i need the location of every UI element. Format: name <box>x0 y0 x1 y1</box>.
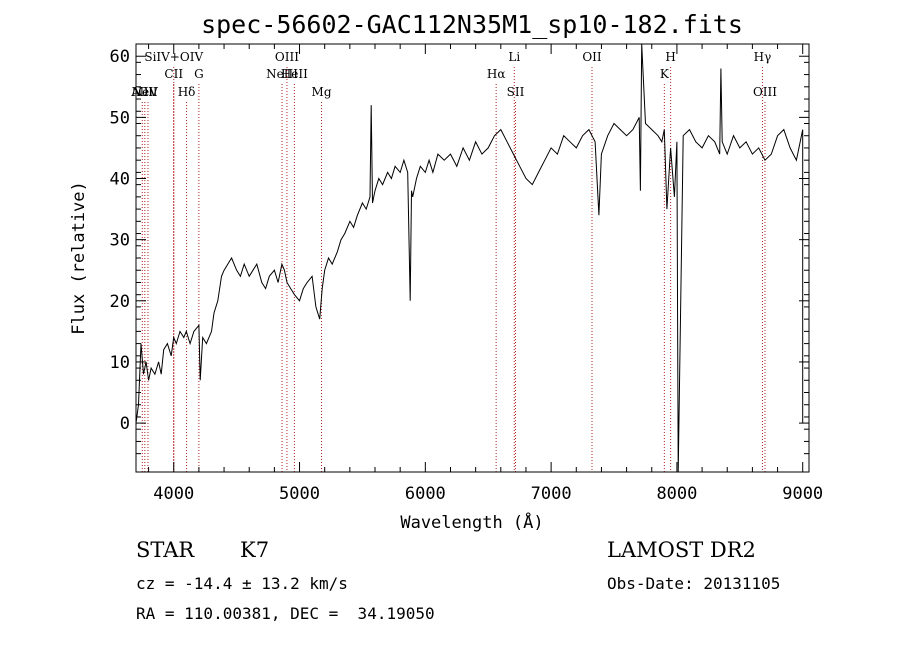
x-tick-label: 4000 <box>153 484 194 504</box>
line-label: SII <box>507 85 525 99</box>
line-label: CII <box>164 67 183 81</box>
x-tick-label: 7000 <box>531 484 572 504</box>
line-label: K <box>660 67 670 81</box>
line-label: Hα <box>487 67 506 81</box>
obs-date: Obs-Date: 20131105 <box>607 574 781 593</box>
y-tick-label: 0 <box>120 414 130 434</box>
chart-title: spec-56602-GAC112N35M1_sp10-182.fits <box>201 10 743 39</box>
line-label: G <box>194 67 204 81</box>
line-label: Hδ <box>178 85 196 99</box>
x-tick-label: 6000 <box>405 484 446 504</box>
line-label: SiIV+OIV <box>144 50 203 64</box>
redshift-value: cz = -14.4 ± 13.2 km/s <box>136 574 348 593</box>
x-tick-label: 5000 <box>279 484 320 504</box>
line-label: Mg <box>312 85 332 99</box>
spectrum-line <box>135 43 804 473</box>
object-subclass: K7 <box>240 538 270 562</box>
y-tick-label: 50 <box>110 108 130 128</box>
line-label: H <box>665 50 675 64</box>
y-axis-label: Flux (relative) <box>69 181 89 335</box>
y-tick-label: 30 <box>110 231 130 251</box>
line-label: OII <box>582 50 602 64</box>
spectrum-plot <box>135 43 804 473</box>
coordinates: RA = 110.00381, DEC = 34.19050 <box>136 604 435 623</box>
axis-ticks: 4000 5000 6000 7000 8000 9000 0 10 20 30 40 50 60 <box>110 44 823 504</box>
line-label: NeIII <box>266 67 298 81</box>
y-tick-label: 40 <box>110 170 130 190</box>
line-label: NeV <box>132 85 159 99</box>
line-label: OIII <box>753 85 777 99</box>
survey-name: LAMOST DR2 <box>607 538 756 562</box>
y-tick-label: 60 <box>110 47 130 67</box>
line-label: Hγ <box>754 50 772 64</box>
object-class: STAR <box>136 538 195 562</box>
x-axis-label: Wavelength (Å) <box>400 511 543 533</box>
x-tick-label: 9000 <box>782 484 823 504</box>
line-label: OII <box>138 85 158 99</box>
plot-frame <box>135 43 810 473</box>
y-tick-label: 20 <box>110 292 130 312</box>
y-tick-label: 10 <box>110 353 130 373</box>
x-tick-label: 8000 <box>656 484 697 504</box>
line-label: OIII <box>275 50 299 64</box>
line-label: HeII <box>281 67 308 81</box>
line-label: Li <box>508 50 520 64</box>
